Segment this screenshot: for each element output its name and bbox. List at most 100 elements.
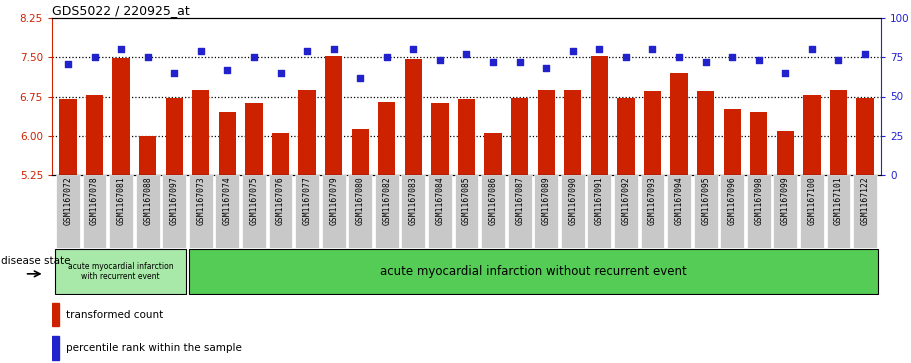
Text: acute myocardial infarction
with recurrent event: acute myocardial infarction with recurre… bbox=[67, 262, 173, 281]
Bar bbox=[166, 98, 183, 175]
Bar bbox=[507, 175, 532, 248]
Bar bbox=[747, 175, 771, 248]
Point bbox=[220, 67, 235, 73]
Bar bbox=[299, 90, 316, 175]
Bar bbox=[322, 175, 345, 248]
Text: GSM1167095: GSM1167095 bbox=[701, 176, 711, 225]
Text: GSM1167081: GSM1167081 bbox=[117, 176, 126, 225]
Bar bbox=[511, 98, 528, 175]
Bar bbox=[189, 175, 213, 248]
Point bbox=[512, 59, 527, 65]
Bar bbox=[721, 175, 744, 248]
Bar bbox=[402, 175, 425, 248]
Point bbox=[326, 46, 341, 52]
Bar bbox=[86, 95, 103, 175]
Bar bbox=[693, 175, 718, 248]
Point bbox=[167, 70, 181, 76]
Text: GSM1167078: GSM1167078 bbox=[90, 176, 99, 225]
Bar bbox=[352, 130, 369, 175]
Point bbox=[273, 70, 288, 76]
Bar bbox=[670, 73, 688, 175]
Bar bbox=[378, 102, 395, 175]
Point bbox=[486, 59, 500, 65]
Point bbox=[592, 46, 607, 52]
Text: GSM1167090: GSM1167090 bbox=[568, 176, 578, 225]
Text: GSM1167079: GSM1167079 bbox=[329, 176, 338, 225]
Point bbox=[459, 51, 474, 57]
Bar bbox=[242, 175, 266, 248]
Text: GSM1167086: GSM1167086 bbox=[488, 176, 497, 225]
Text: GSM1167101: GSM1167101 bbox=[834, 176, 843, 225]
Bar bbox=[537, 90, 555, 175]
Text: GSM1167084: GSM1167084 bbox=[435, 176, 445, 225]
Bar bbox=[56, 175, 80, 248]
Point bbox=[61, 61, 76, 66]
Bar bbox=[773, 175, 797, 248]
Text: GSM1167100: GSM1167100 bbox=[807, 176, 816, 225]
Point bbox=[406, 46, 421, 52]
Text: GSM1167075: GSM1167075 bbox=[250, 176, 259, 225]
Text: GSM1167092: GSM1167092 bbox=[621, 176, 630, 225]
Point bbox=[671, 54, 686, 60]
Bar bbox=[431, 103, 448, 175]
Bar bbox=[59, 99, 77, 175]
Bar bbox=[83, 175, 107, 248]
Text: acute myocardial infarction without recurrent event: acute myocardial infarction without recu… bbox=[380, 265, 687, 278]
Text: GSM1167082: GSM1167082 bbox=[383, 176, 392, 225]
Bar bbox=[192, 90, 210, 175]
Bar bbox=[455, 175, 478, 248]
Bar bbox=[269, 175, 292, 248]
Text: GSM1167080: GSM1167080 bbox=[355, 176, 364, 225]
Point bbox=[566, 48, 580, 54]
Bar bbox=[667, 175, 691, 248]
Bar bbox=[55, 249, 186, 294]
Text: GSM1167097: GSM1167097 bbox=[169, 176, 179, 225]
Point bbox=[114, 46, 128, 52]
Point bbox=[778, 70, 793, 76]
Bar bbox=[618, 98, 635, 175]
Text: transformed count: transformed count bbox=[67, 310, 164, 320]
Bar bbox=[245, 103, 262, 175]
Point bbox=[831, 57, 845, 63]
Bar bbox=[614, 175, 638, 248]
Bar bbox=[374, 175, 399, 248]
Bar bbox=[52, 337, 59, 360]
Bar bbox=[112, 58, 129, 175]
Text: GSM1167096: GSM1167096 bbox=[728, 176, 737, 225]
Text: GSM1167089: GSM1167089 bbox=[542, 176, 551, 225]
Bar bbox=[564, 90, 581, 175]
Bar bbox=[853, 175, 877, 248]
Point bbox=[140, 54, 155, 60]
Bar bbox=[644, 91, 661, 175]
Bar bbox=[640, 175, 664, 248]
Text: GSM1167085: GSM1167085 bbox=[462, 176, 471, 225]
Bar bbox=[750, 112, 767, 175]
Bar bbox=[561, 175, 585, 248]
Bar bbox=[588, 175, 611, 248]
Bar bbox=[348, 175, 373, 248]
Bar bbox=[697, 91, 714, 175]
Point bbox=[353, 75, 367, 81]
Text: GSM1167094: GSM1167094 bbox=[674, 176, 683, 225]
Text: GSM1167122: GSM1167122 bbox=[861, 176, 870, 225]
Point bbox=[433, 57, 447, 63]
Point bbox=[699, 59, 713, 65]
Bar bbox=[404, 59, 422, 175]
Bar bbox=[162, 175, 186, 248]
Text: GSM1167073: GSM1167073 bbox=[196, 176, 205, 225]
Bar bbox=[428, 175, 452, 248]
Text: GSM1167076: GSM1167076 bbox=[276, 176, 285, 225]
Bar bbox=[485, 133, 502, 175]
Point bbox=[539, 65, 554, 71]
Bar bbox=[139, 136, 157, 175]
Bar bbox=[534, 175, 558, 248]
Bar bbox=[590, 56, 608, 175]
Bar bbox=[325, 56, 343, 175]
Bar bbox=[52, 303, 59, 326]
Bar bbox=[723, 109, 741, 175]
Text: GSM1167093: GSM1167093 bbox=[648, 176, 657, 225]
Point bbox=[858, 51, 873, 57]
Text: GSM1167074: GSM1167074 bbox=[223, 176, 232, 225]
Bar bbox=[189, 249, 878, 294]
Point bbox=[804, 46, 819, 52]
